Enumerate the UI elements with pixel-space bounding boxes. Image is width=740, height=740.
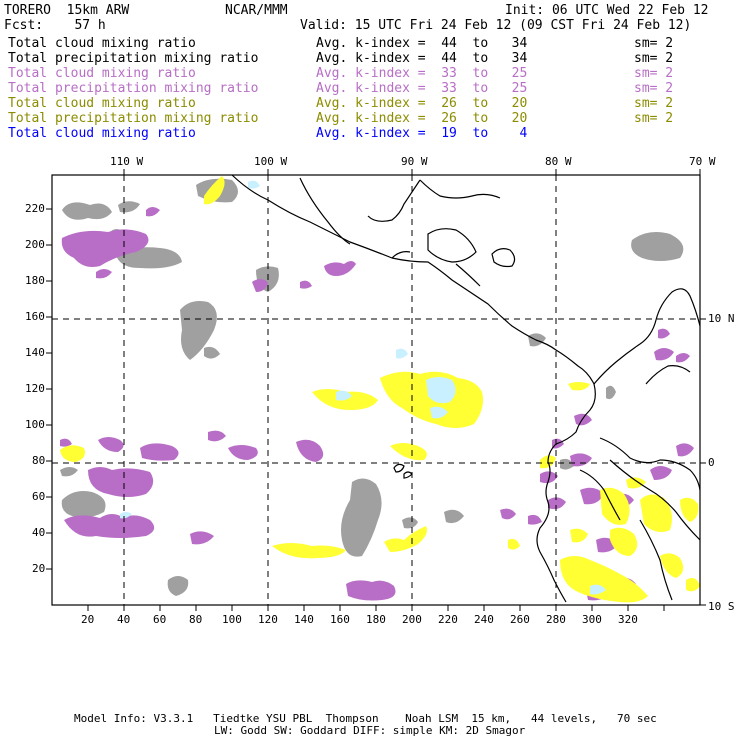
legend-sm: sm= 2 (634, 36, 674, 51)
x-tick-label: 280 (546, 613, 566, 626)
coastlines (231, 174, 701, 603)
y-tick-label: 200 (25, 238, 45, 251)
x-tick-label: 160 (330, 613, 350, 626)
forecast-hour: Fcst: 57 h (4, 18, 106, 33)
lon-label: 110 W (110, 155, 144, 168)
legend-kindex: Avg. k-index = 44 to 34 (316, 36, 528, 51)
legend-kindex: Avg. k-index = 33 to 25 (316, 66, 528, 81)
lon-label: 80 W (545, 155, 572, 168)
cloud-gray-areas (60, 178, 684, 596)
cloud-cyan-areas (120, 180, 606, 595)
precip-yellow-areas (60, 176, 700, 603)
x-tick-label: 240 (474, 613, 494, 626)
legend-kindex: Avg. k-index = 26 to 20 (316, 111, 528, 126)
legend-field: Total cloud mixing ratio (8, 36, 196, 51)
legend-field: Total cloud mixing ratio (8, 66, 196, 81)
y-tick-label: 20 (32, 562, 46, 575)
lon-label: 70 W (689, 155, 716, 168)
x-tick-label: 20 (81, 613, 95, 626)
y-tick-label: 220 (25, 202, 45, 215)
legend-kindex: Avg. k-index = 33 to 25 (316, 81, 528, 96)
lat-label: 0 (708, 456, 715, 469)
lat-label: 10 S (708, 600, 735, 613)
legend-field: Total precipitation mixing ratio (8, 81, 259, 96)
y-tick-label: 100 (25, 418, 45, 431)
y-tick-label: 40 (32, 526, 46, 539)
legend-field: Total cloud mixing ratio (8, 126, 196, 141)
valid-time: Valid: 15 UTC Fri 24 Feb 12 (09 CST Fri … (300, 18, 692, 33)
legend-kindex: Avg. k-index = 19 to 4 (316, 126, 528, 141)
x-tick-label: 180 (366, 613, 386, 626)
x-tick-label: 300 (582, 613, 602, 626)
legend-field: Total precipitation mixing ratio (8, 51, 259, 66)
legend-field: Total cloud mixing ratio (8, 96, 196, 111)
lat-label: 10 N (708, 312, 735, 325)
axis-ticks (46, 169, 706, 611)
x-tick-label: 260 (510, 613, 530, 626)
x-tick-label: 200 (402, 613, 422, 626)
y-tick-label: 160 (25, 310, 45, 323)
legend-sm: sm= 2 (634, 111, 674, 126)
x-tick-label: 320 (618, 613, 638, 626)
legend-sm: sm= 2 (634, 66, 674, 81)
legend-kindex: Avg. k-index = 44 to 34 (316, 51, 528, 66)
x-tick-label: 100 (222, 613, 242, 626)
y-tick-label: 120 (25, 382, 45, 395)
y-tick-label: 140 (25, 346, 45, 359)
legend-sm: sm= 2 (634, 81, 674, 96)
y-tick-label: 80 (32, 454, 46, 467)
legend-sm: sm= 2 (634, 96, 674, 111)
model-title: TORERO 15km ARW (4, 3, 130, 18)
x-tick-label: 220 (438, 613, 458, 626)
x-tick-label: 140 (294, 613, 314, 626)
legend-sm: sm= 2 (634, 51, 674, 66)
latlon-grid (52, 175, 700, 605)
lon-label: 100 W (254, 155, 288, 168)
y-tick-label: 60 (32, 490, 46, 503)
lon-label: 90 W (401, 155, 428, 168)
organization: NCAR/MMM (225, 3, 288, 18)
physics-info: LW: Godd SW: Goddard DIFF: simple KM: 2D… (214, 724, 526, 737)
legend-kindex: Avg. k-index = 26 to 20 (316, 96, 528, 111)
model-info: Model Info: V3.3.1 Tiedtke YSU PBL Thomp… (74, 712, 657, 725)
x-tick-label: 80 (189, 613, 203, 626)
x-tick-label: 60 (153, 613, 167, 626)
y-tick-label: 180 (25, 274, 45, 287)
legend-field: Total precipitation mixing ratio (8, 111, 259, 126)
x-tick-label: 40 (117, 613, 131, 626)
x-tick-label: 120 (258, 613, 278, 626)
init-time: Init: 06 UTC Wed 22 Feb 12 (505, 3, 709, 18)
